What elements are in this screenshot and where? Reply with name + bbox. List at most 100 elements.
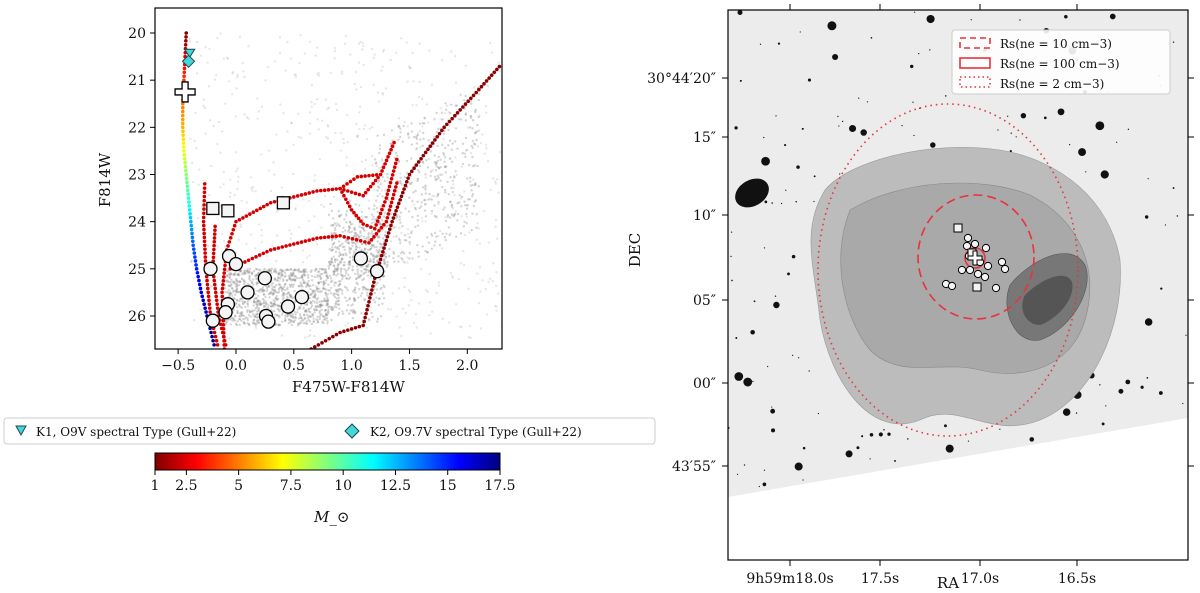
background-point (336, 263, 340, 266)
background-point (331, 260, 334, 264)
background-point (338, 224, 341, 228)
background-point (222, 183, 225, 186)
background-point (368, 260, 372, 263)
background-point (290, 295, 293, 298)
background-point (407, 304, 411, 307)
background-point (254, 190, 257, 193)
background-point (439, 179, 442, 182)
background-point (289, 57, 293, 60)
background-point (347, 241, 350, 244)
background-point (486, 84, 489, 87)
background-point (273, 309, 276, 313)
background-point (444, 146, 447, 150)
background-point (341, 242, 344, 245)
isochrone-point (387, 208, 392, 212)
background-point (303, 274, 306, 277)
background-point (417, 171, 421, 174)
legend-cmd: K1, O9V spectral Type (Gull+22) K2, O9.7… (3, 417, 656, 445)
background-point (216, 36, 219, 40)
background-point (248, 309, 252, 312)
background-point (411, 257, 414, 260)
background-point (202, 104, 205, 108)
background-point (399, 241, 402, 245)
x-tick-label: 9h59m18.0s (746, 571, 833, 587)
background-point (290, 232, 293, 236)
background-point (337, 280, 341, 283)
background-point (315, 268, 318, 271)
background-point (377, 167, 380, 170)
background-point (375, 164, 379, 168)
background-point (359, 229, 362, 233)
background-point (276, 279, 279, 282)
background-point (310, 269, 313, 272)
isochrone-point (375, 219, 380, 223)
background-point (333, 49, 337, 53)
background-point (347, 266, 351, 270)
background-point (348, 226, 352, 230)
background-point (473, 183, 477, 187)
background-point (255, 296, 258, 300)
background-point (254, 268, 258, 271)
background-point (424, 192, 428, 195)
no-coverage-region (728, 418, 1188, 560)
background-point (194, 111, 197, 115)
background-point (469, 116, 473, 120)
isochrone-point (187, 208, 192, 212)
background-point (384, 263, 387, 266)
background-point (237, 290, 240, 294)
background-point (252, 283, 255, 286)
y-tick-label: 30°44′20″ (647, 71, 716, 87)
background-point (345, 286, 348, 290)
background-point (325, 317, 329, 320)
background-point (324, 292, 327, 295)
isochrone-point (381, 203, 386, 208)
background-point (477, 184, 480, 188)
background-point (453, 140, 457, 143)
background-point (382, 274, 386, 278)
background-point (423, 203, 427, 206)
isochrone-point (187, 200, 191, 204)
background-point (432, 135, 436, 139)
background-point (319, 290, 322, 294)
background-point (448, 139, 452, 143)
background-point (363, 298, 366, 302)
background-point (279, 103, 282, 106)
background-point (228, 273, 231, 277)
background-point (282, 278, 285, 281)
background-point (342, 141, 346, 145)
background-point (464, 136, 468, 140)
field-star (802, 479, 804, 481)
background-point (331, 246, 334, 249)
background-point (341, 230, 344, 234)
background-point (226, 274, 229, 278)
background-point (437, 201, 440, 204)
background-point (354, 286, 357, 289)
background-point (331, 308, 334, 311)
isochrone-point (221, 275, 226, 279)
background-point (275, 297, 279, 301)
isochrone-point (215, 343, 220, 347)
background-point (442, 153, 446, 157)
isochrone-point (334, 332, 339, 337)
isochrone-point (207, 302, 212, 306)
background-point (304, 308, 308, 312)
background-point (270, 271, 273, 275)
field-star (762, 482, 767, 487)
field-star (813, 175, 816, 178)
background-point (326, 276, 330, 279)
field-star (894, 459, 896, 462)
isochrone-point (386, 155, 390, 159)
background-point (354, 203, 358, 206)
background-point (273, 313, 277, 316)
background-point (475, 213, 478, 216)
background-point (254, 275, 257, 278)
background-point (458, 194, 462, 197)
background-point (492, 177, 495, 180)
background-point (308, 293, 311, 297)
background-point (273, 277, 277, 281)
isochrone-point (180, 117, 185, 122)
background-point (327, 265, 330, 268)
background-point (358, 275, 362, 279)
background-point (325, 279, 328, 282)
background-point (309, 270, 312, 273)
